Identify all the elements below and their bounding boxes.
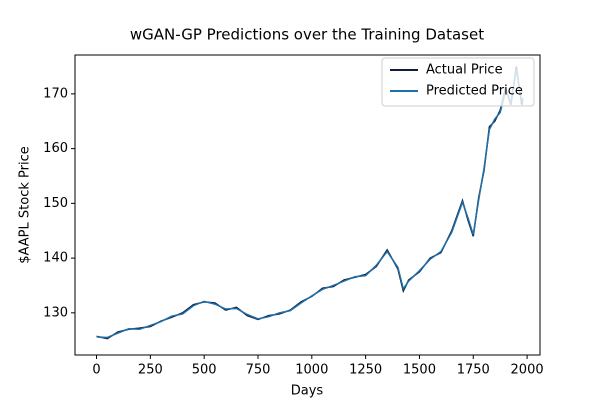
x-tick-label: 0: [92, 363, 100, 378]
chart-title: wGAN-GP Predictions over the Training Da…: [130, 26, 484, 44]
y-tick-label: 170: [43, 86, 68, 101]
legend-box: [381, 57, 535, 107]
x-axis-label: Days: [291, 384, 324, 399]
y-tick-label: 130: [43, 305, 68, 320]
x-tick-label: 1000: [295, 363, 328, 378]
x-tick-label: 2000: [511, 363, 544, 378]
x-tick-label: 750: [246, 363, 271, 378]
legend-label: Actual Price: [426, 63, 503, 78]
x-tick-label: 500: [192, 363, 217, 378]
y-tick-label: 160: [43, 141, 68, 156]
x-tick-label: 1250: [349, 363, 382, 378]
y-tick-label: 150: [43, 196, 68, 211]
y-tick-label: 140: [43, 251, 68, 266]
x-tick-label: 250: [138, 363, 163, 378]
legend: Actual Price Predicted Price: [381, 57, 535, 107]
x-tick-label: 1500: [403, 363, 436, 378]
y-axis-label: $AAPL Stock Price: [18, 146, 33, 263]
plot-frame: [74, 54, 541, 356]
series-line: [96, 69, 524, 339]
x-tick-label: 1750: [457, 363, 490, 378]
legend-label: Predicted Price: [426, 84, 523, 99]
